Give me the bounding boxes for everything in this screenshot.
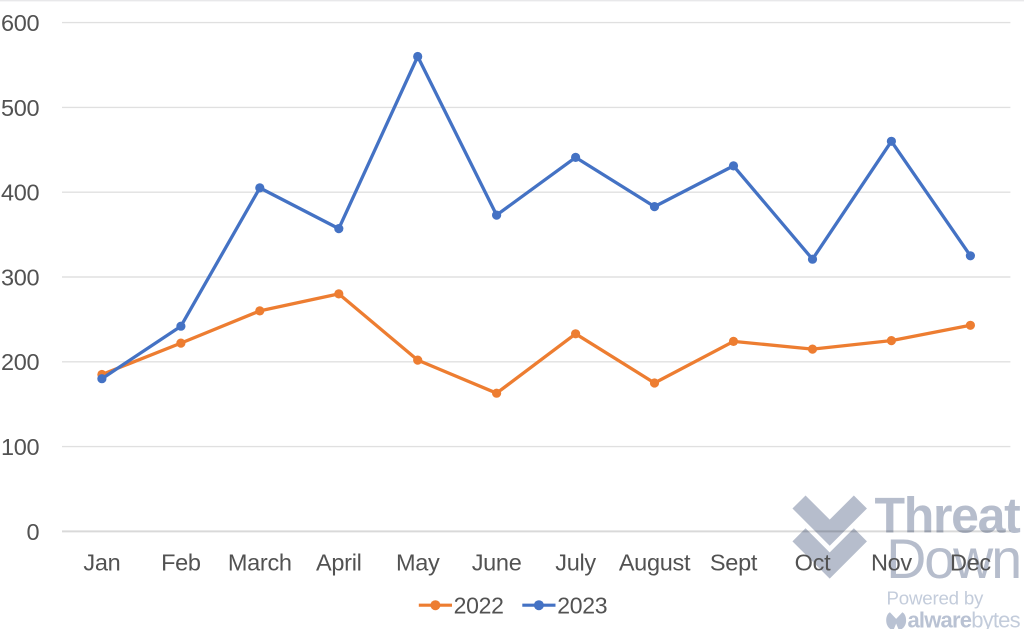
svg-text:Jan: Jan (83, 549, 120, 575)
svg-text:400: 400 (1, 180, 40, 206)
svg-text:200: 200 (1, 349, 40, 375)
svg-text:Down: Down (886, 528, 1020, 590)
svg-text:2022: 2022 (454, 592, 504, 618)
svg-text:June: June (472, 549, 522, 575)
svg-text:April: April (316, 549, 362, 575)
svg-text:March: March (228, 549, 292, 575)
svg-text:300: 300 (1, 264, 40, 290)
svg-text:Nov: Nov (871, 549, 912, 575)
svg-text:Threat: Threat (875, 487, 1022, 543)
svg-text:Sept: Sept (710, 549, 758, 575)
svg-text:100: 100 (1, 434, 40, 460)
svg-text:600: 600 (1, 10, 40, 36)
svg-text:Powered by: Powered by (887, 588, 985, 609)
svg-text:Feb: Feb (161, 549, 201, 575)
svg-text:July: July (555, 549, 596, 575)
svg-text:May: May (396, 549, 440, 575)
svg-text:500: 500 (1, 95, 40, 121)
svg-text:Oct: Oct (795, 549, 831, 575)
svg-text:2023: 2023 (557, 592, 607, 618)
svg-text:alwarebytes: alwarebytes (908, 608, 1021, 629)
svg-text:August: August (619, 549, 691, 575)
svg-text:Dec: Dec (950, 549, 991, 575)
svg-text:0: 0 (27, 519, 40, 545)
